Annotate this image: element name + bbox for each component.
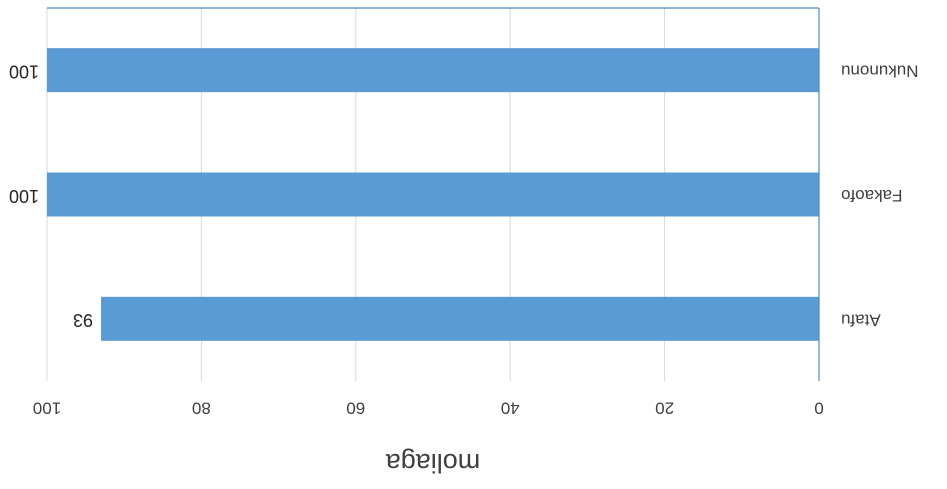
data-label-fakaofo: 100 [9,186,39,206]
x-tick-20: 20 [655,399,674,418]
x-tick-40: 40 [501,399,520,418]
data-label-nukunonu: 100 [9,61,39,81]
x-axis-title: moliaga [385,448,481,478]
category-label-fakaofo: Fakaofo [841,186,902,205]
x-tick-0: 0 [814,399,823,418]
bars [47,48,819,341]
x-tick-100: 100 [33,399,61,418]
data-label-atafu: 93 [73,310,93,330]
category-labels: Nukunonu Fakaofo Atafu [841,62,919,330]
bar-atafu [101,296,819,341]
bar-fakaofo [47,172,819,217]
x-tick-60: 60 [346,399,365,418]
axes [47,7,820,381]
category-label-atafu: Atafu [841,310,881,329]
x-tick-80: 80 [192,399,211,418]
category-label-nukunonu: Nukunonu [841,62,919,81]
bar-nukunonu [47,48,819,93]
x-tick-labels: 0 20 40 60 80 100 [33,399,824,418]
data-labels: 100 100 93 [9,61,93,330]
